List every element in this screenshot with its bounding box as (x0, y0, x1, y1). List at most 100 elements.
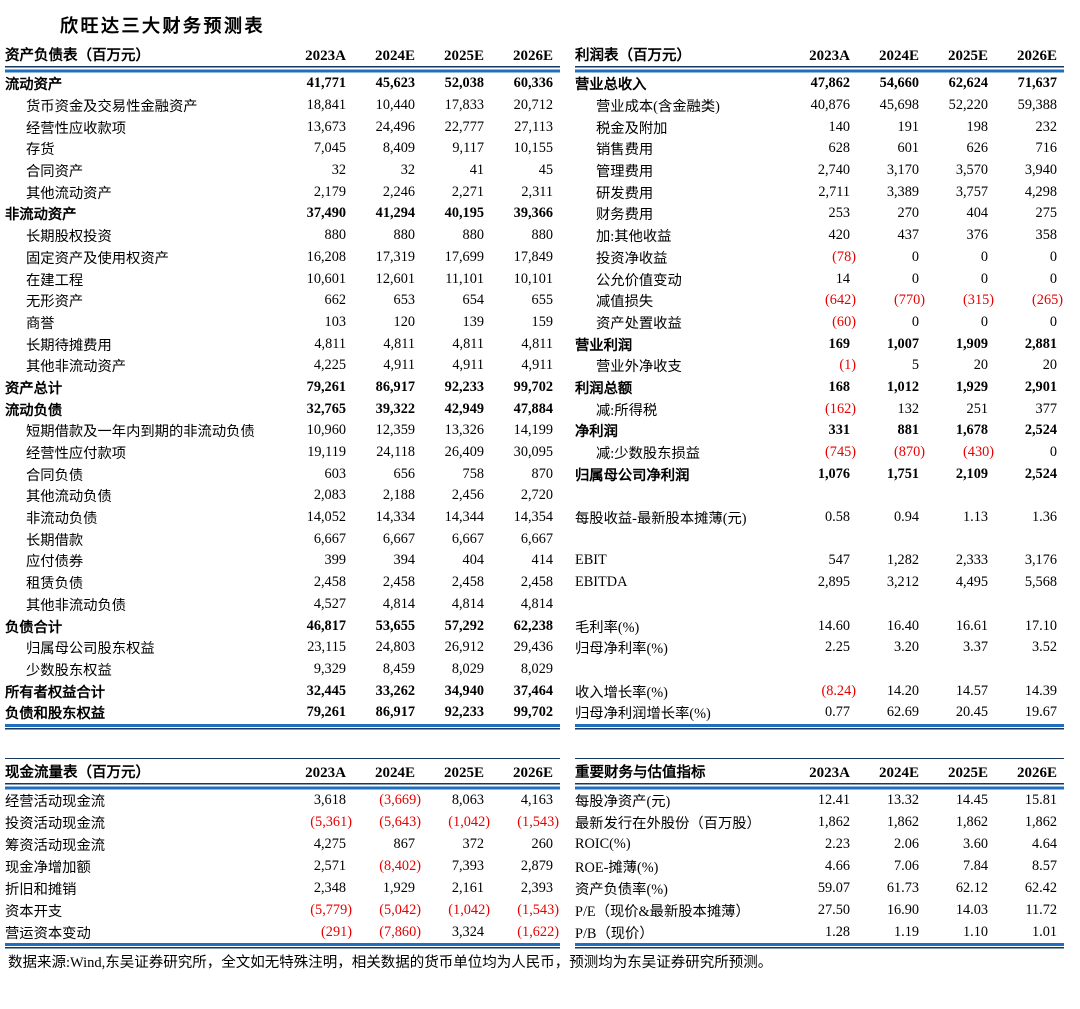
cell-value: 17,849 (513, 248, 553, 265)
column-header-2025e: 2025E (443, 765, 484, 781)
table-row: 折旧和摊销 2,348 1,929 2,161 2,393 (5, 878, 560, 900)
cash-flow-header: 现金流量表（百万元） 2023A 2024E 2025E 2026E (5, 761, 560, 783)
cell-value: 71,637 (1017, 75, 1057, 92)
cell-value: 62.12 (955, 880, 988, 896)
row-label: 所有者权益合计 (5, 684, 106, 701)
cell-value: (1) (839, 357, 856, 374)
cell-value: 1,007 (886, 335, 919, 352)
row-label: ROIC(%) (575, 836, 631, 853)
row-label: ROE-摊薄(%) (575, 860, 659, 877)
cell-value: 7,045 (313, 140, 346, 157)
cell-value: 8,029 (451, 660, 484, 677)
cell-value: 7.84 (962, 858, 988, 875)
table-row: 销售费用 628 601 626 716 (575, 138, 1064, 160)
cell-value: 32 (400, 162, 415, 179)
cell-value: 19.67 (1024, 704, 1057, 721)
table-row: 固定资产及使用权资产 16,208 17,319 17,699 17,849 (5, 247, 560, 269)
cell-value: 1,012 (886, 378, 919, 395)
cell-value: 8,409 (382, 140, 415, 157)
table-row: 负债和股东权益 79,261 86,917 92,233 99,702 (5, 702, 560, 724)
table-row: 其他非流动资产 4,225 4,911 4,911 4,911 (5, 355, 560, 377)
cell-value: 132 (897, 400, 919, 417)
cell-value: 13,673 (306, 118, 346, 135)
cell-value: 0 (980, 270, 988, 287)
cell-value: 880 (462, 227, 484, 244)
cell-value: (162) (825, 400, 856, 417)
cell-value: 655 (531, 292, 553, 309)
row-label: 流动资产 (5, 77, 63, 94)
cell-value: (430) (963, 444, 994, 461)
bottom-tables-section: 现金流量表（百万元） 2023A 2024E 2025E 2026E 经营活动现… (5, 758, 1064, 950)
row-label: 现金净增加额 (5, 860, 91, 877)
row-label: 存货 (26, 142, 55, 159)
column-header-2023a: 2023A (809, 765, 850, 781)
cell-value: 27,113 (514, 118, 553, 135)
cell-value: 5 (911, 357, 919, 374)
row-label: 应付债券 (26, 554, 84, 571)
cell-value: 39,366 (513, 205, 553, 222)
cell-value: 1,678 (955, 422, 988, 439)
row-label: 在建工程 (26, 272, 84, 289)
cell-value: 420 (828, 227, 850, 244)
table-row: 资本开支 (5,779) (5,042) (1,042) (1,543) (5, 899, 560, 921)
row-label: 资本开支 (5, 903, 63, 920)
table-row: 其他非流动负债 4,527 4,814 4,814 4,814 (5, 594, 560, 616)
cell-value: 4,911 (521, 357, 553, 374)
cell-value: 20.45 (955, 704, 988, 721)
row-label: 筹资活动现金流 (5, 838, 106, 855)
cell-value: 168 (828, 378, 850, 395)
row-label: 管理费用 (596, 164, 654, 181)
cell-value: (642) (825, 292, 856, 309)
row-label: 归母净利率(%) (575, 641, 668, 658)
cell-value: 8.57 (1031, 858, 1057, 875)
table-row: 公允价值变动 14 0 0 0 (575, 268, 1064, 290)
cell-value: 626 (966, 140, 988, 157)
cell-value: 2,879 (520, 858, 553, 875)
column-header-2026e: 2026E (1016, 48, 1057, 64)
row-label: 经营性应付款项 (26, 446, 127, 463)
cell-value: 32 (331, 162, 346, 179)
cell-value: 20,712 (513, 97, 553, 114)
cell-value: (5,779) (310, 901, 352, 918)
header-double-rule (575, 783, 1064, 790)
row-label: 非流动负债 (26, 511, 98, 528)
cell-value: 11.72 (1025, 901, 1057, 918)
cell-value: 1,282 (886, 552, 919, 569)
table-row: 利润总额 168 1,012 1,929 2,901 (575, 377, 1064, 399)
cell-value: 62.42 (1024, 880, 1057, 896)
cell-value: 45 (538, 162, 553, 179)
cell-value: 0 (1049, 270, 1057, 287)
cell-value: 10,601 (306, 270, 346, 287)
cell-value: 4,527 (313, 595, 346, 612)
row-label: 投资净收益 (596, 250, 668, 267)
cell-value: 437 (897, 227, 919, 244)
table-top-rule (575, 758, 1064, 759)
cell-value: 758 (462, 465, 484, 482)
row-label: 非流动资产 (5, 207, 77, 224)
cell-value: 139 (462, 313, 484, 330)
row-label: 经营性应收款项 (26, 120, 127, 137)
cell-value: 1.36 (1031, 509, 1057, 526)
cell-value: 3,324 (451, 923, 484, 940)
row-label: 合同负债 (26, 467, 84, 484)
table-row: ROE-摊薄(%) 4.66 7.06 7.84 8.57 (575, 856, 1064, 878)
cell-value: 3,170 (886, 162, 919, 179)
cell-value: 86,917 (375, 378, 415, 395)
row-label: P/E（现价&最新股本摊薄） (575, 903, 750, 920)
table-row: 商誉 103 120 139 159 (5, 312, 560, 334)
cell-value: 13.32 (886, 792, 919, 809)
table-row: 投资活动现金流 (5,361) (5,643) (1,042) (1,543) (5, 812, 560, 834)
cell-value: 628 (828, 140, 850, 157)
table-title: 现金流量表（百万元） (5, 765, 150, 781)
table-top-rule (5, 758, 560, 759)
cell-value: 2,188 (382, 487, 415, 504)
cell-value: 103 (324, 313, 346, 330)
cell-value: 86,917 (375, 704, 415, 721)
cell-value: 9,117 (452, 140, 484, 157)
cell-value: 3,176 (1024, 552, 1057, 569)
cell-value: 46,817 (306, 617, 346, 634)
cell-value: 20 (973, 357, 988, 374)
cell-value: 1,862 (817, 814, 850, 831)
column-header-2026e: 2026E (512, 48, 553, 64)
cell-value: 140 (828, 118, 850, 135)
